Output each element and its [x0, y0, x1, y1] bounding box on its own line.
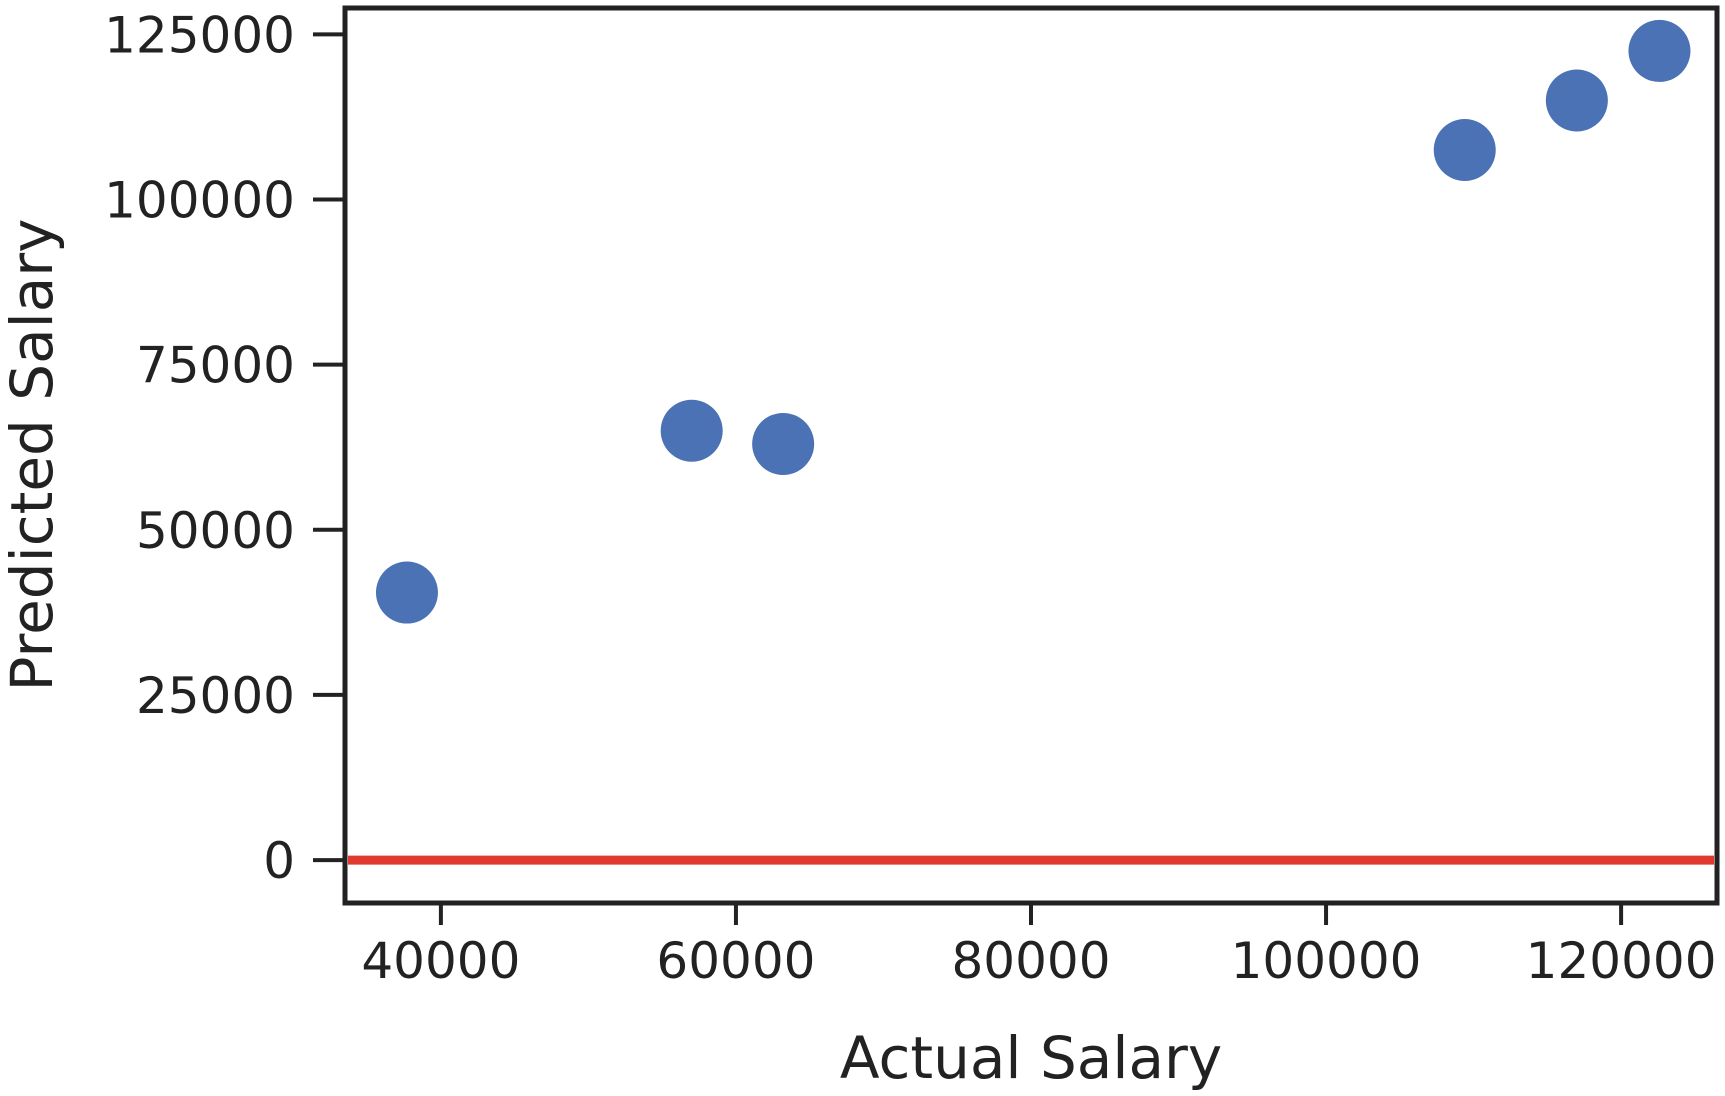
data-point — [660, 399, 723, 462]
plot-frame — [342, 5, 1720, 906]
y-tick-label: 100000 — [104, 172, 295, 230]
x-tick-label: 120000 — [1526, 932, 1717, 990]
data-point — [752, 412, 815, 475]
x-tick-label: 80000 — [951, 932, 1110, 990]
data-point — [1628, 19, 1691, 82]
y-tick-label: 0 — [263, 832, 295, 890]
data-points — [375, 19, 1691, 624]
data-point — [1545, 69, 1608, 132]
y-tick-label: 125000 — [104, 6, 295, 64]
y-axis-label: Predicted Salary — [0, 219, 66, 692]
y-axis: 0 25000 50000 75000 100000 125000 — [104, 6, 345, 890]
y-tick-label: 25000 — [136, 667, 295, 725]
data-point — [375, 561, 438, 624]
y-tick-label: 50000 — [136, 502, 295, 560]
x-tick-label: 40000 — [361, 932, 520, 990]
plot-area — [342, 5, 1720, 906]
data-point — [1433, 119, 1496, 182]
y-tick-label: 75000 — [136, 337, 295, 395]
x-tick-label: 100000 — [1231, 932, 1422, 990]
x-axis: 40000 60000 80000 100000 120000 — [361, 903, 1717, 990]
x-axis-label: Actual Salary — [840, 1024, 1222, 1092]
x-tick-label: 60000 — [656, 932, 815, 990]
